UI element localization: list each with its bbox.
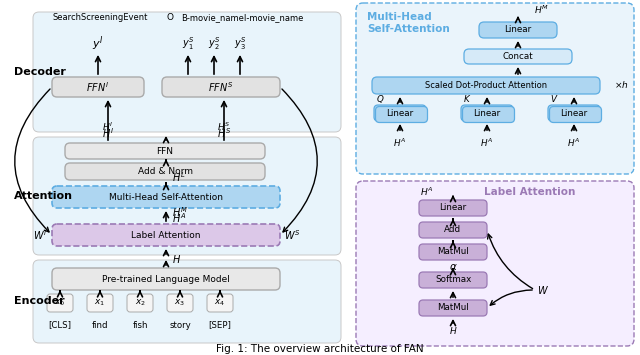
FancyBboxPatch shape [419,222,487,238]
FancyBboxPatch shape [461,105,513,121]
Text: $H^M$: $H^M$ [172,205,188,219]
FancyBboxPatch shape [52,186,280,208]
FancyBboxPatch shape [47,294,73,312]
FancyBboxPatch shape [87,294,113,312]
FancyBboxPatch shape [52,224,280,246]
Text: $V$: $V$ [550,93,558,104]
Text: Pre-trained Language Model: Pre-trained Language Model [102,274,230,284]
Text: Fig. 1: The overview architecture of FAN: Fig. 1: The overview architecture of FAN [216,344,424,354]
FancyBboxPatch shape [463,106,515,122]
FancyBboxPatch shape [162,77,280,97]
Text: $W^I$: $W^I$ [33,228,47,242]
Text: find: find [92,321,108,329]
FancyBboxPatch shape [419,300,487,316]
Text: $H$: $H$ [172,253,181,265]
Text: Decoder: Decoder [14,67,66,77]
FancyBboxPatch shape [464,49,572,64]
Text: FFN: FFN [157,147,173,155]
Text: $\alpha$: $\alpha$ [449,262,458,272]
Text: [CLS]: [CLS] [49,321,72,329]
Text: $H^S$: $H^S$ [217,126,231,140]
Text: $\times h$: $\times h$ [614,80,628,91]
Text: O: O [166,13,173,22]
Text: $H^A$: $H^A$ [172,211,186,225]
Text: MatMul: MatMul [437,304,469,312]
Text: Add: Add [444,225,461,235]
FancyBboxPatch shape [33,137,341,255]
Text: $y_3^S$: $y_3^S$ [234,36,246,53]
Text: Linear: Linear [474,109,500,118]
Text: $W$: $W$ [537,284,549,296]
Text: Attention: Attention [14,191,73,201]
Text: Scaled Dot-Product Attention: Scaled Dot-Product Attention [425,81,547,90]
FancyBboxPatch shape [550,106,602,122]
Text: $x_2$: $x_2$ [134,298,145,308]
FancyBboxPatch shape [207,294,233,312]
Text: $x_4$: $x_4$ [214,298,226,308]
Text: $FFN^S$: $FFN^S$ [209,80,234,94]
Text: $H^A$: $H^A$ [420,186,433,198]
FancyBboxPatch shape [356,181,634,346]
Text: fish: fish [132,321,148,329]
Text: SearchScreeningEvent: SearchScreeningEvent [52,13,148,22]
Text: Multi-Head: Multi-Head [367,12,432,22]
Text: $y_2^S$: $y_2^S$ [208,36,220,53]
Text: $y^I$: $y^I$ [92,35,104,53]
Text: Label Attention: Label Attention [484,187,575,197]
Text: $FFN^I$: $FFN^I$ [86,80,109,94]
Text: $H^M$: $H^M$ [534,4,548,16]
Text: $H^A$: $H^A$ [481,137,493,149]
Text: Softmax: Softmax [435,275,471,284]
FancyBboxPatch shape [548,105,600,121]
FancyBboxPatch shape [356,3,634,174]
FancyBboxPatch shape [127,294,153,312]
Text: $x_3$: $x_3$ [175,298,186,308]
Text: Multi-Head Self-Attention: Multi-Head Self-Attention [109,192,223,202]
Text: $H^L$: $H^L$ [172,170,186,184]
FancyBboxPatch shape [376,106,428,122]
FancyBboxPatch shape [419,244,487,260]
Text: $H$: $H$ [449,324,457,335]
Text: $K$: $K$ [463,93,471,104]
Text: $H^A$: $H^A$ [568,137,580,149]
Text: MatMul: MatMul [437,247,469,257]
Text: Self-Attention: Self-Attention [367,24,450,34]
Text: Label Attention: Label Attention [131,230,201,240]
FancyBboxPatch shape [65,143,265,159]
Text: $Q$: $Q$ [376,93,384,105]
Text: $y_1^S$: $y_1^S$ [182,36,195,53]
Text: Linear: Linear [387,109,413,118]
FancyBboxPatch shape [374,105,426,121]
Text: B-movie_nameI-movie_name: B-movie_nameI-movie_name [181,13,303,22]
Text: $H^A$: $H^A$ [394,137,406,149]
Text: Linear: Linear [561,109,588,118]
Text: $W^S$: $W^S$ [284,228,300,242]
FancyBboxPatch shape [167,294,193,312]
Text: [SEP]: [SEP] [209,321,232,329]
FancyBboxPatch shape [419,272,487,288]
Text: $H^I$: $H^I$ [102,126,114,140]
FancyBboxPatch shape [65,163,265,180]
Text: story: story [169,321,191,329]
Text: Linear: Linear [504,26,532,34]
Text: $H^I$: $H^I$ [102,121,113,133]
FancyBboxPatch shape [33,260,341,343]
Text: $x_0$: $x_0$ [54,298,65,308]
Text: Encoder: Encoder [14,296,65,306]
Text: Add & Norm: Add & Norm [138,167,193,176]
FancyBboxPatch shape [33,12,341,132]
FancyBboxPatch shape [52,268,280,290]
Text: Concat: Concat [502,52,533,61]
FancyBboxPatch shape [52,77,144,97]
Text: Linear: Linear [440,203,467,213]
Text: $H^S$: $H^S$ [218,121,230,133]
FancyBboxPatch shape [479,22,557,38]
FancyBboxPatch shape [419,200,487,216]
Text: $x_1$: $x_1$ [95,298,106,308]
FancyBboxPatch shape [372,77,600,94]
